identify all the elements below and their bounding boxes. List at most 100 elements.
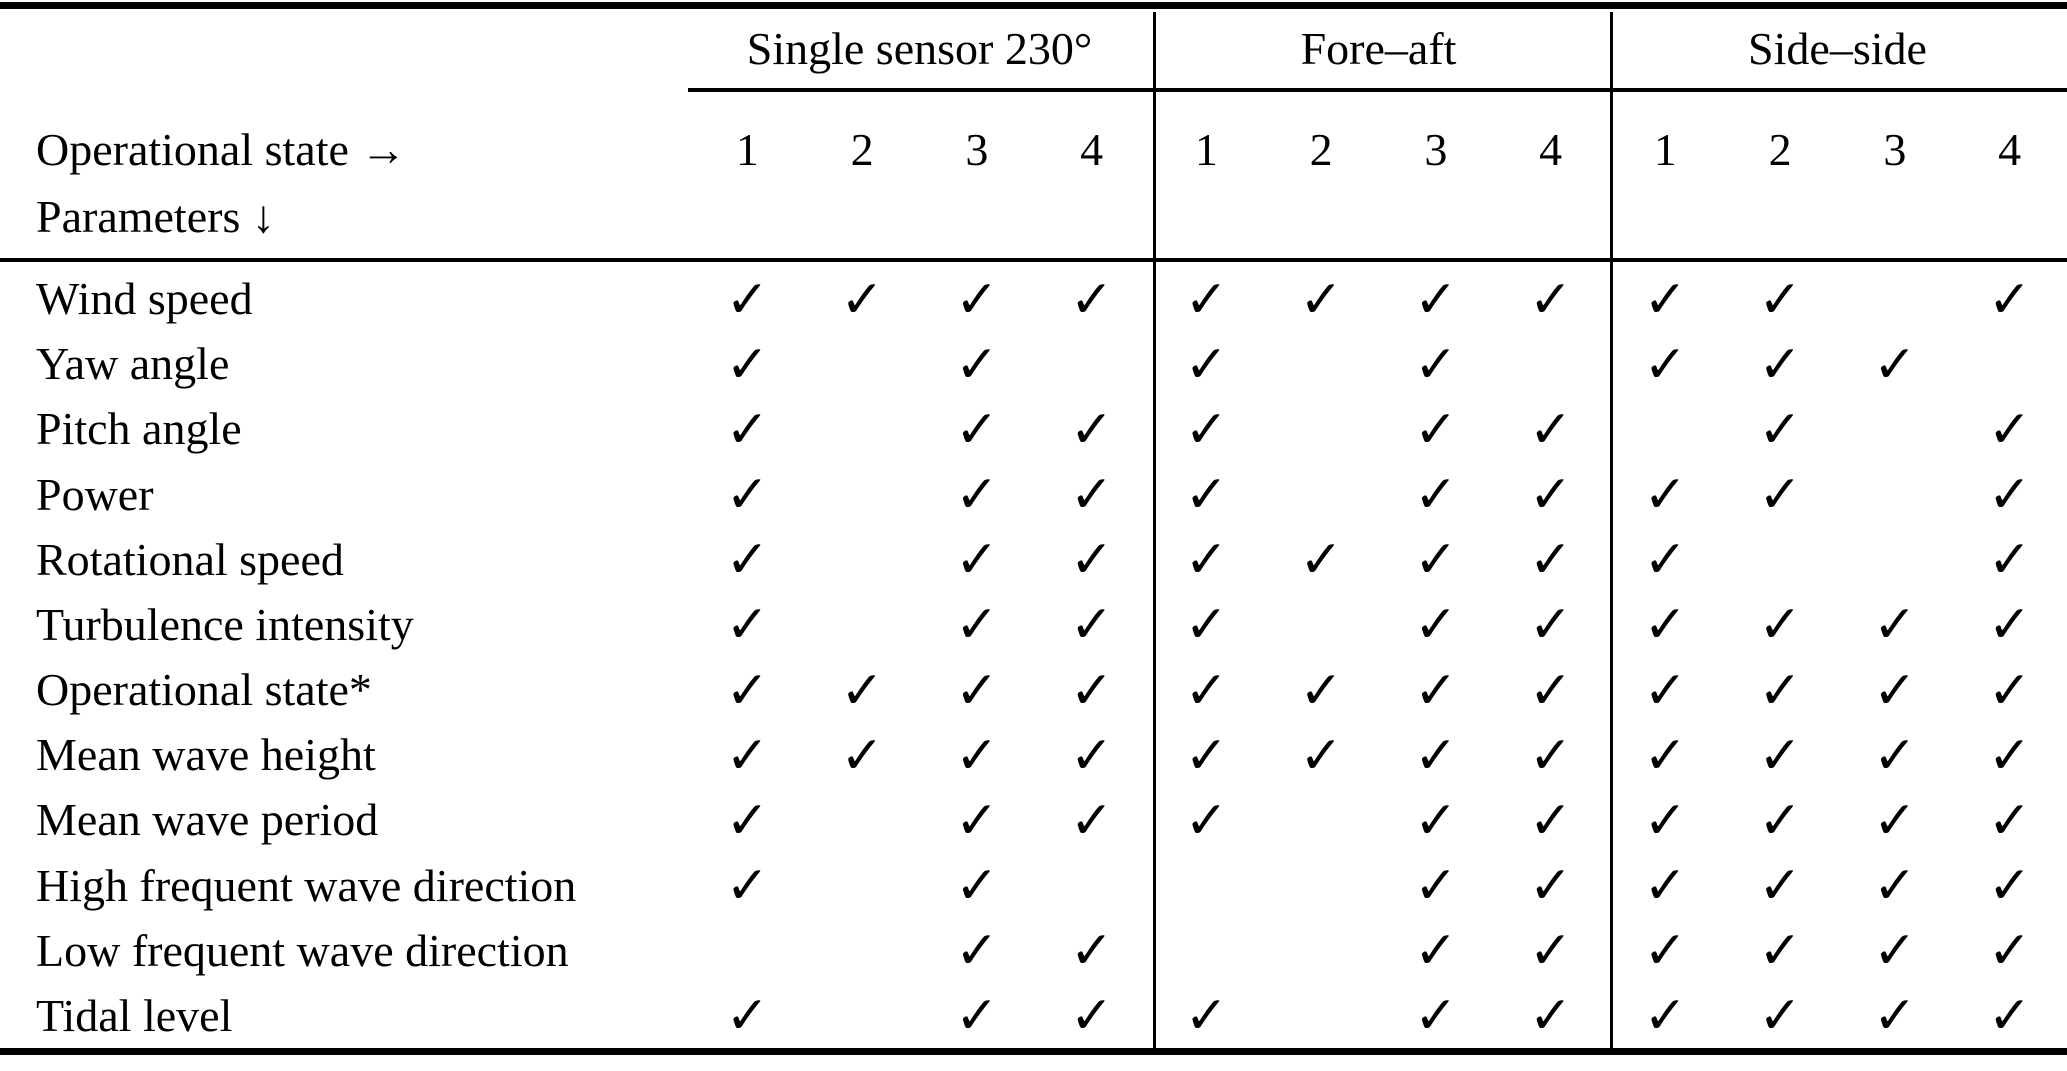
check-icon: ✓ (1299, 725, 1343, 786)
state-number: 2 (1768, 124, 1792, 175)
table-row: Mean wave period ✓ ✓ ✓ ✓ ✓ ✓ ✓ ✓ ✓ ✓ (0, 787, 2067, 852)
check-icon: ✓ (725, 595, 770, 656)
check-icon: ✓ (725, 986, 770, 1047)
check-icon: ✓ (1414, 530, 1458, 591)
row-label: Rotational speed (36, 533, 344, 585)
group-header-single-sensor-230: Single sensor 230° (746, 23, 1093, 74)
check-icon: ✓ (1069, 725, 1114, 786)
check-icon: ✓ (1758, 399, 1802, 460)
check-icon: ✓ (1184, 725, 1229, 786)
check-icon: ✓ (1873, 856, 1917, 917)
state-number: 3 (1883, 124, 1907, 175)
table-row: High frequent wave direction ✓ ✓ ✓ ✓ ✓ ✓ ✓ ✓ (0, 852, 2067, 917)
check-icon: ✓ (1184, 399, 1229, 460)
check-icon: ✓ (1987, 595, 2032, 656)
check-icon: ✓ (1414, 856, 1458, 917)
check-icon: ✓ (1528, 399, 1573, 460)
check-icon: ✓ (1643, 986, 1688, 1047)
row-label: Mean wave period (36, 794, 379, 846)
table-row: Low frequent wave direction ✓ ✓ ✓ ✓ ✓ ✓ ✓ ✓ (0, 918, 2067, 983)
rule-under-group-headers (688, 88, 2067, 92)
check-icon: ✓ (1414, 334, 1458, 395)
corner-header: Operational state → Parameters ↓ (0, 116, 690, 250)
empty-cell (1838, 493, 1953, 495)
empty-cell (805, 623, 920, 625)
check-icon: ✓ (1184, 269, 1229, 330)
check-icon: ✓ (1299, 660, 1343, 721)
group-header-row: Single sensor 230° Fore–aft Side–side (690, 12, 2067, 86)
check-icon: ✓ (1528, 790, 1573, 851)
check-icon: ✓ (1987, 725, 2032, 786)
row-label: Pitch angle (36, 403, 242, 455)
check-icon: ✓ (725, 725, 770, 786)
check-icon: ✓ (1643, 660, 1688, 721)
check-icon: ✓ (1643, 725, 1688, 786)
check-icon: ✓ (1184, 530, 1229, 591)
check-icon: ✓ (1069, 790, 1114, 851)
check-icon: ✓ (725, 660, 770, 721)
check-icon: ✓ (840, 725, 884, 786)
empty-cell (1952, 363, 2067, 365)
check-icon: ✓ (1528, 856, 1573, 917)
row-label: Low frequent wave direction (36, 924, 569, 976)
check-icon: ✓ (1643, 465, 1688, 526)
row-label: Wind speed (36, 273, 253, 325)
check-icon: ✓ (1528, 986, 1573, 1047)
check-icon: ✓ (1758, 856, 1802, 917)
empty-cell (1608, 428, 1723, 430)
state-number: 4 (1539, 124, 1563, 175)
empty-cell (1264, 949, 1379, 951)
check-icon: ✓ (1987, 660, 2032, 721)
check-icon: ✓ (840, 269, 884, 330)
check-icon: ✓ (1987, 465, 2032, 526)
table-row: Operational state* ✓ ✓ ✓ ✓ ✓ ✓ ✓ ✓ ✓ ✓ ✓ ✓ (0, 657, 2067, 722)
check-icon: ✓ (1758, 986, 1802, 1047)
row-label: Power (36, 468, 154, 520)
check-icon: ✓ (1184, 660, 1229, 721)
check-icon: ✓ (725, 790, 770, 851)
empty-cell (690, 949, 805, 951)
empty-cell (1838, 558, 1953, 560)
check-icon: ✓ (955, 269, 999, 330)
check-icon: ✓ (1184, 986, 1229, 1047)
check-icon: ✓ (1643, 269, 1688, 330)
row-label: Tidal level (36, 989, 233, 1041)
corner-header-line1: Operational state → (36, 124, 407, 175)
empty-cell (1264, 1014, 1379, 1016)
empty-cell (1034, 363, 1149, 365)
check-icon: ✓ (1643, 530, 1688, 591)
check-icon: ✓ (1069, 530, 1114, 591)
divider-single-sensor-fore-aft (1153, 12, 1156, 1048)
check-icon: ✓ (1528, 465, 1573, 526)
state-number: 2 (1309, 124, 1333, 175)
empty-cell (805, 363, 920, 365)
check-icon: ✓ (955, 856, 999, 917)
empty-cell (805, 493, 920, 495)
empty-cell (1264, 428, 1379, 430)
table-row: Mean wave height ✓ ✓ ✓ ✓ ✓ ✓ ✓ ✓ ✓ ✓ ✓ ✓ (0, 722, 2067, 787)
empty-cell (1149, 884, 1264, 886)
check-icon: ✓ (725, 530, 770, 591)
check-icon: ✓ (1069, 269, 1114, 330)
check-icon: ✓ (1758, 595, 1802, 656)
check-icon: ✓ (1987, 790, 2032, 851)
check-icon: ✓ (1414, 986, 1458, 1047)
check-icon: ✓ (1069, 399, 1114, 460)
check-icon: ✓ (1758, 725, 1802, 786)
check-icon: ✓ (1184, 465, 1229, 526)
check-icon: ✓ (1414, 269, 1458, 330)
divider-fore-aft-side-side (1610, 12, 1613, 1048)
check-icon: ✓ (955, 530, 999, 591)
empty-cell (1149, 949, 1264, 951)
check-icon: ✓ (1528, 725, 1573, 786)
check-icon: ✓ (1184, 790, 1229, 851)
check-icon: ✓ (1873, 790, 1917, 851)
check-icon: ✓ (1069, 660, 1114, 721)
group-header-side-side: Side–side (1748, 23, 1927, 74)
empty-cell (1493, 363, 1608, 365)
check-icon: ✓ (1758, 269, 1802, 330)
table-row: Wind speed ✓ ✓ ✓ ✓ ✓ ✓ ✓ ✓ ✓ ✓ ✓ (0, 266, 2067, 331)
check-icon: ✓ (1643, 334, 1688, 395)
group-header-fore-aft: Fore–aft (1300, 23, 1457, 74)
check-icon: ✓ (1987, 986, 2032, 1047)
